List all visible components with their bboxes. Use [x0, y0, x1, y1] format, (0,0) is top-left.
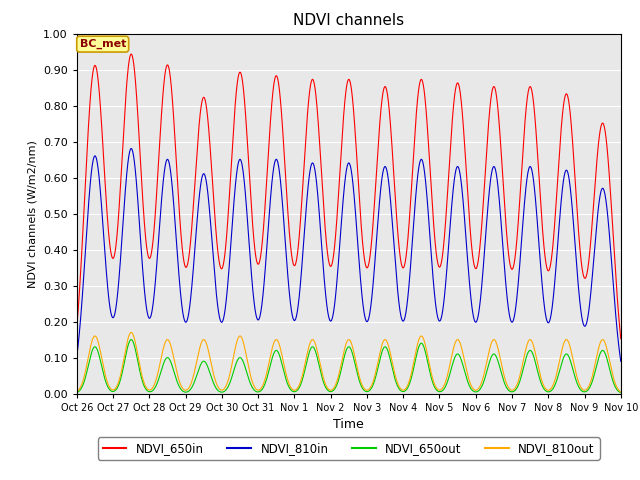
Line: NDVI_810out: NDVI_810out — [77, 332, 621, 392]
Text: BC_met: BC_met — [79, 39, 126, 49]
NDVI_650out — [189, 382, 197, 387]
NDVI_650in — [276, 98, 284, 104]
NDVI_650in — [424, 132, 431, 137]
NDVI_650in — [617, 336, 625, 342]
NDVI_650out — [127, 337, 135, 343]
NDVI_650in — [501, 210, 509, 216]
NDVI_810out — [615, 387, 623, 393]
NDVI_650out — [615, 389, 623, 395]
NDVI_810out — [189, 374, 197, 380]
Y-axis label: NDVI channels (W/m2/nm): NDVI channels (W/m2/nm) — [28, 140, 38, 288]
NDVI_810in — [276, 179, 284, 184]
Title: NDVI channels: NDVI channels — [293, 13, 404, 28]
Line: NDVI_650out: NDVI_650out — [77, 340, 621, 393]
NDVI_650out — [73, 390, 81, 396]
NDVI_650out — [617, 390, 625, 396]
NDVI_650in — [127, 51, 135, 57]
NDVI_650in — [73, 324, 81, 330]
NDVI_810in — [615, 344, 623, 350]
NDVI_810out — [127, 329, 135, 335]
NDVI_810in — [424, 204, 431, 210]
Line: NDVI_810in: NDVI_810in — [77, 148, 621, 361]
NDVI_650out — [184, 389, 191, 395]
X-axis label: Time: Time — [333, 418, 364, 431]
NDVI_650in — [615, 316, 623, 322]
NDVI_650out — [276, 356, 284, 361]
Line: NDVI_650in: NDVI_650in — [77, 54, 621, 339]
NDVI_650in — [189, 204, 197, 210]
NDVI_810out — [617, 389, 625, 395]
NDVI_810out — [184, 386, 191, 392]
NDVI_810out — [73, 389, 81, 395]
NDVI_810out — [501, 376, 509, 382]
NDVI_650out — [501, 382, 509, 387]
NDVI_810out — [424, 354, 431, 360]
NDVI_810in — [617, 359, 625, 364]
NDVI_810in — [189, 267, 197, 273]
NDVI_810out — [276, 346, 284, 352]
NDVI_810in — [73, 353, 81, 359]
NDVI_810in — [184, 316, 191, 322]
NDVI_810in — [501, 273, 509, 278]
NDVI_650out — [424, 360, 431, 366]
NDVI_650in — [184, 262, 191, 267]
NDVI_810in — [127, 145, 135, 151]
Legend: NDVI_650in, NDVI_810in, NDVI_650out, NDVI_810out: NDVI_650in, NDVI_810in, NDVI_650out, NDV… — [98, 437, 600, 460]
